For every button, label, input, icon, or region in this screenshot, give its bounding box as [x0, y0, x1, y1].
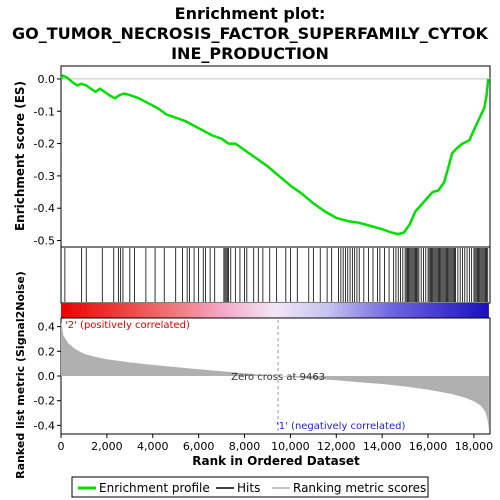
- zero-cross-label: Zero cross at 9463: [231, 372, 325, 383]
- x-tick-label: 14,000: [363, 440, 402, 453]
- x-axis-label: Rank in Ordered Dataset: [192, 454, 360, 468]
- x-axis-ticks: 0 2,000 4,000 6,000 8,000 10,000 12,000 14,000 1…: [58, 434, 494, 453]
- positive-correlation-label: '2' (positively correlated): [65, 320, 190, 331]
- es-y-tick-label: -0.3: [34, 170, 55, 183]
- metric-y-tick-label: -0.4: [34, 419, 55, 432]
- x-tick-label: 8,000: [229, 440, 261, 453]
- es-y-tick-label: -0.4: [34, 202, 55, 215]
- es-panel: 0.0 -0.1 -0.2 -0.3 -0.4 -0.5 Enrichment score…: [13, 65, 491, 248]
- x-tick-label: 16,000: [409, 440, 448, 453]
- rank-color-bar: [61, 303, 489, 318]
- es-y-tick-label: -0.2: [34, 138, 55, 151]
- x-tick-label: 0: [58, 440, 65, 453]
- metric-y-tick-label: -0.2: [34, 395, 55, 408]
- legend-frame: [71, 476, 429, 498]
- es-y-ticks: 0.0 -0.1 -0.2 -0.3 -0.4 -0.5: [34, 73, 61, 248]
- enrichment-profile-line: [59, 74, 490, 236]
- metric-y-ticks: 0.4 0.2 0.0 -0.2 -0.4: [34, 321, 61, 432]
- negative-correlation-label: '1' (negatively correlated): [276, 421, 405, 432]
- es-y-tick-label: -0.1: [34, 105, 55, 118]
- es-y-axis-label: Enrichment score (ES): [13, 81, 27, 231]
- hit-marks: [64, 248, 489, 302]
- hits-panel: [60, 246, 491, 304]
- x-tick-label: 2,000: [91, 440, 123, 453]
- legend-hits-label: Hits: [237, 481, 260, 495]
- x-tick-label: 18,000: [455, 440, 494, 453]
- chart-title-line-1: Enrichment plot:: [175, 4, 326, 23]
- x-tick-label: 4,000: [137, 440, 169, 453]
- chart-title-line-3: INE_PRODUCTION: [171, 44, 329, 63]
- x-tick-label: 10,000: [271, 440, 310, 453]
- legend: Enrichment profile Hits Ranking metric s…: [71, 476, 429, 498]
- x-tick-label: 6,000: [183, 440, 215, 453]
- x-tick-label: 12,000: [317, 440, 356, 453]
- ranking-metric-area: [61, 321, 489, 431]
- es-y-tick-label: -0.5: [34, 235, 55, 248]
- metric-y-tick-label: 0.0: [38, 370, 56, 383]
- es-y-tick-label: 0.0: [38, 73, 56, 86]
- legend-metric-label: Ranking metric scores: [293, 481, 426, 495]
- metric-panel: 0.4 0.2 0.0 -0.2 -0.4 Zero cross at 9463 '2'…: [14, 271, 491, 479]
- legend-enrichment-label: Enrichment profile: [99, 481, 210, 495]
- metric-y-axis-label: Ranked list metric (Signal2Noise): [14, 271, 27, 479]
- metric-y-tick-label: 0.2: [38, 345, 56, 358]
- metric-y-tick-label: 0.4: [38, 321, 56, 334]
- chart-title-line-2: GO_TUMOR_NECROSIS_FACTOR_SUPERFAMILY_CYT…: [12, 24, 489, 43]
